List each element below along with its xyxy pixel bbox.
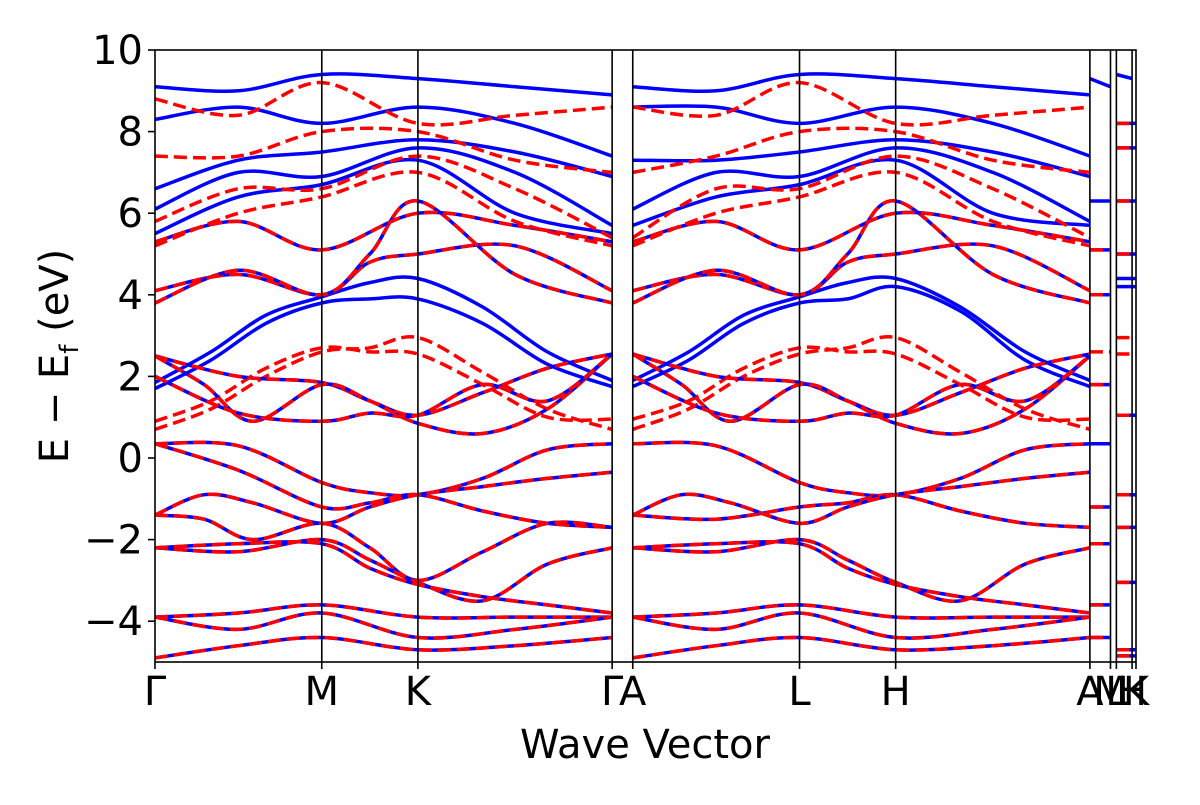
y-tick-label: 4: [118, 273, 143, 319]
y-tick-label: 10: [92, 28, 143, 74]
band-line-solid-32: [155, 199, 613, 305]
y-axis-title-main: E − E: [32, 354, 78, 464]
band-line-dashed-28: [632, 603, 1090, 620]
band-line-dashed-50: [155, 80, 613, 127]
band-line-dashed-12: [631, 352, 1092, 436]
band-line-solid-45: [632, 104, 1091, 158]
x-tick-label: A: [619, 669, 647, 715]
x-tick-label: K: [1123, 669, 1151, 715]
band-line-dashed-24: [632, 539, 1091, 615]
band-line-dashed-20: [632, 440, 1091, 498]
x-tick-label: M: [305, 669, 340, 715]
plot-frame: [154, 49, 1137, 663]
y-tick-label: 8: [118, 110, 143, 156]
band-line-dashed-33: [155, 210, 613, 252]
band-line-dashed-48: [155, 154, 613, 240]
band-line-solid-15: [155, 442, 613, 530]
x-tick-label: H: [881, 669, 911, 715]
x-tick-label: Γ: [601, 669, 624, 715]
high-symmetry-lines: [320, 50, 1133, 662]
band-line-solid-46: [632, 72, 1091, 97]
band-line-solid-9: [155, 352, 614, 436]
band-line-dashed-13: [631, 354, 1091, 424]
band-line-dashed-19: [155, 539, 613, 615]
band-line-dashed-32: [155, 199, 613, 305]
band-line-solid-57: [1089, 76, 1112, 89]
band-line-solid-58: [1115, 72, 1133, 81]
band-line-dashed-15: [155, 442, 613, 530]
band-line-dashed-17: [155, 513, 613, 583]
band-line-dashed-14: [155, 440, 613, 498]
band-line-solid-23: [632, 537, 1091, 603]
band-line-solid-12: [631, 352, 1092, 436]
y-axis-title-subscript: f: [55, 344, 85, 354]
band-line-dashed-9: [155, 352, 614, 436]
band-line-solid-38: [155, 146, 613, 227]
band-line-solid-40: [155, 105, 613, 158]
band-line-dashed-49: [155, 126, 613, 175]
band-line-dashed-18: [155, 537, 613, 603]
band-line-dashed-21: [632, 492, 1091, 530]
band-line-solid-42: [632, 157, 1091, 228]
band-line-dashed-53: [632, 126, 1091, 175]
y-tick-label: −2: [84, 518, 143, 564]
y-axis-title-suffix: (eV): [32, 249, 78, 345]
band-line-dashed-5: [155, 345, 613, 423]
band-line-dashed-27: [155, 635, 613, 660]
x-tick-label: M: [1093, 669, 1128, 715]
band-line-solid-1: [155, 275, 613, 385]
band-line-solid-39: [155, 138, 613, 191]
band-line-dashed-8: [155, 352, 613, 417]
y-tick-label: 0: [118, 436, 143, 482]
y-tick-label: −4: [84, 599, 143, 645]
band-line-dashed-16: [155, 470, 613, 526]
y-tick-label: 6: [118, 191, 143, 237]
band-line-dashed-26: [155, 611, 613, 640]
x-axis-title: Wave Vector: [520, 722, 771, 768]
band-line-dashed-6: [632, 335, 1091, 432]
x-tick-label: K: [405, 669, 433, 715]
band-line-dashed-47: [155, 170, 613, 248]
band-line-dashed-22: [631, 470, 1091, 526]
band-line-solid-3: [631, 275, 1091, 383]
band-line-dashed-30: [632, 635, 1091, 660]
band-lines: [155, 72, 1136, 660]
x-tick-label: H: [1117, 669, 1147, 715]
x-tick-label: A: [1076, 669, 1104, 715]
band-line-solid-0: [155, 295, 613, 391]
band-line-dashed-54: [632, 80, 1091, 127]
band-line-solid-44: [632, 138, 1091, 179]
band-line-dashed-25: [155, 603, 613, 620]
band-line-solid-43: [631, 146, 1091, 223]
band-line-solid-18: [155, 537, 613, 603]
y-axis-title: E − Ef (eV): [32, 249, 85, 464]
band-line-dashed-10: [155, 352, 614, 424]
band-line-solid-2: [631, 284, 1091, 389]
band-line-dashed-31: [155, 242, 613, 297]
x-tick-label: L: [788, 669, 811, 715]
band-line-dashed-34: [632, 242, 1091, 297]
band-line-dashed-11: [632, 352, 1091, 417]
band-line-dashed-7: [632, 345, 1090, 423]
band-line-solid-41: [155, 72, 613, 97]
band-line-dashed-4: [155, 335, 613, 432]
band-line-dashed-52: [631, 154, 1091, 240]
y-axis-ticks: −4 −2 0 2 4 6 8 10: [84, 28, 155, 645]
band-line-dashed-23: [632, 537, 1091, 603]
band-line-dashed-29: [632, 611, 1091, 640]
band-line-solid-35: [632, 199, 1091, 305]
band-line-dashed-35: [632, 199, 1091, 305]
y-tick-label: 2: [118, 354, 143, 400]
band-line-dashed-51: [632, 170, 1091, 248]
x-tick-label: Γ: [144, 669, 167, 715]
band-line-dashed-36: [632, 210, 1091, 252]
x-tick-label: L: [1105, 669, 1128, 715]
